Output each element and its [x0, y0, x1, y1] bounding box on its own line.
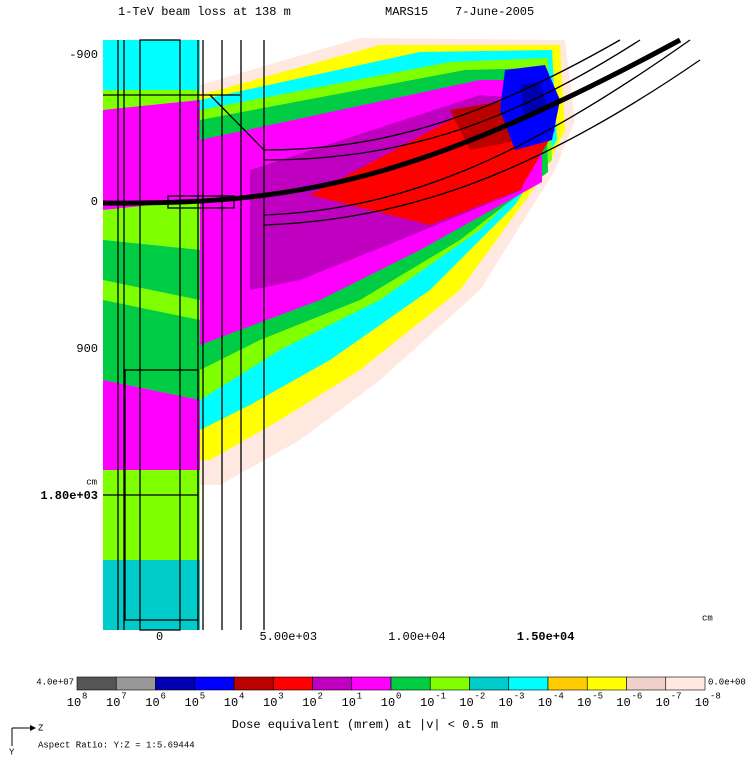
colorbar-swatch	[116, 677, 155, 690]
colorbar-swatch	[587, 677, 626, 690]
x-tick-label: 0	[156, 630, 163, 644]
axis-icon-y: Y	[9, 747, 15, 757]
colorbar-tick-label: 10	[459, 696, 473, 710]
colorbar-tick-exponent: -3	[514, 691, 525, 701]
colorbar-swatch	[313, 677, 352, 690]
colorbar-tick-label: 10	[185, 696, 199, 710]
colorbar-tick-exponent: 2	[318, 691, 323, 701]
colorbar-tick-label: 10	[381, 696, 395, 710]
colorbar-tick-label: 10	[263, 696, 277, 710]
colorbar-swatch	[352, 677, 391, 690]
y-tick-label: 900	[76, 342, 98, 356]
x-axis-unit: cm	[702, 613, 713, 623]
colorbar-tick-label: 10	[499, 696, 513, 710]
aspect-ratio: Aspect Ratio: Y:Z = 1:5.69444	[38, 740, 195, 750]
x-tick-label: 5.00e+03	[259, 630, 317, 644]
colorbar-tick-exponent: 4	[239, 691, 244, 701]
colorbar-tick-exponent: 3	[278, 691, 283, 701]
colorbar-tick-label: 10	[420, 696, 434, 710]
colorbar-tick-exponent: 7	[121, 691, 126, 701]
colorbar-tick-label: 10	[145, 696, 159, 710]
colorbar-swatch	[391, 677, 430, 690]
colorbar-tick-exponent: -6	[632, 691, 643, 701]
colorbar-tick-label: 10	[302, 696, 316, 710]
colorbar-swatch	[666, 677, 705, 690]
colorbar-tick-exponent: -8	[710, 691, 721, 701]
colorbar-swatch	[156, 677, 195, 690]
colorbar-tick-exponent: -1	[435, 691, 446, 701]
chart: 1-TeV beam loss at 138 m MARS15 7-June-2…	[0, 0, 756, 761]
colorbar-title: Dose equivalent (mrem) at |v| < 0.5 m	[232, 718, 498, 732]
y-tick-label: 1.80e+03	[40, 489, 98, 503]
colorbar-swatch	[430, 677, 469, 690]
colorbar-tick-label: 10	[616, 696, 630, 710]
colorbar-tick-label: 10	[224, 696, 238, 710]
colorbar-tick-exponent: 8	[82, 691, 87, 701]
colorbar-swatch	[548, 677, 587, 690]
colorbar-tick-exponent: 6	[161, 691, 166, 701]
y-tick-label: 0	[91, 195, 98, 209]
colorbar-tick-exponent: -7	[671, 691, 682, 701]
colorbar-swatch	[470, 677, 509, 690]
axis-icon-z: Z	[38, 723, 44, 733]
colorbar-tick-label: 10	[695, 696, 709, 710]
colorbar-swatch	[77, 677, 116, 690]
x-tick-label: 1.50e+04	[517, 630, 575, 644]
colorbar-swatch	[273, 677, 312, 690]
colorbar-tick-label: 10	[342, 696, 356, 710]
colorbar-tick-label: 10	[656, 696, 670, 710]
date: 7-June-2005	[455, 5, 534, 19]
y-tick-label: -900	[69, 48, 98, 62]
x-tick-label: 1.00e+04	[388, 630, 446, 644]
colorbar-tick-exponent: -2	[475, 691, 486, 701]
colorbar-tick-exponent: -5	[592, 691, 603, 701]
colorbar-min: 0.0e+00	[708, 677, 746, 687]
code-name: MARS15	[385, 5, 428, 19]
chart-title: 1-TeV beam loss at 138 m	[118, 5, 291, 19]
colorbar-tick-exponent: 1	[357, 691, 362, 701]
colorbar-tick-label: 10	[577, 696, 591, 710]
y-axis-unit: cm	[86, 477, 97, 487]
colorbar-swatch	[509, 677, 548, 690]
colorbar-tick-label: 10	[538, 696, 552, 710]
colorbar-swatch	[234, 677, 273, 690]
colorbar-tick-label: 10	[106, 696, 120, 710]
colorbar-swatch	[195, 677, 234, 690]
colorbar-tick-label: 10	[67, 696, 81, 710]
colorbar-max: 4.0e+07	[36, 677, 74, 687]
colorbar-tick-exponent: -4	[553, 691, 564, 701]
colorbar-tick-exponent: 5	[200, 691, 205, 701]
colorbar-swatch	[627, 677, 666, 690]
colorbar-tick-exponent: 0	[396, 691, 401, 701]
